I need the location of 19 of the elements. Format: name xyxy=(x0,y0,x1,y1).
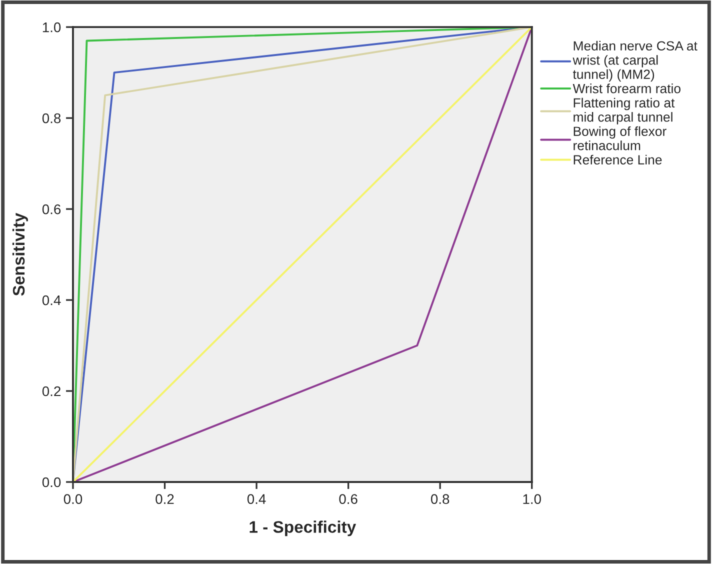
legend-label: Wrist forearm ratio xyxy=(572,84,680,94)
y-tick-label: 0.8 xyxy=(42,113,61,124)
y-tick-label: 0.0 xyxy=(42,477,61,488)
y-axis-title: Sensitivity xyxy=(12,212,28,296)
x-tick-label: 0.0 xyxy=(64,494,82,504)
x-tick-label: 0.6 xyxy=(339,494,358,504)
legend-label: Median nerve CSA at wrist (at carpal tunnel) (MM2) xyxy=(572,40,698,82)
x-tick-label: 0.2 xyxy=(156,494,174,504)
legend-label: Bowing of flexor retinaculum xyxy=(574,126,666,150)
y-tick-label: 0.4 xyxy=(42,295,61,306)
legend-label: Reference Line xyxy=(574,154,662,165)
x-axis-title: 1 - Specificity xyxy=(250,520,356,536)
x-tick-label: 1.0 xyxy=(523,494,541,504)
x-tick-label: 0.4 xyxy=(247,494,266,504)
y-tick-label: 0.2 xyxy=(42,386,60,396)
y-tick-label: 1.0 xyxy=(42,22,61,32)
y-tick-label: 0.6 xyxy=(42,204,61,214)
x-tick-label: 0.8 xyxy=(430,494,450,504)
legend-label: Flattening ratio at mid carpal tunnel xyxy=(574,98,675,124)
